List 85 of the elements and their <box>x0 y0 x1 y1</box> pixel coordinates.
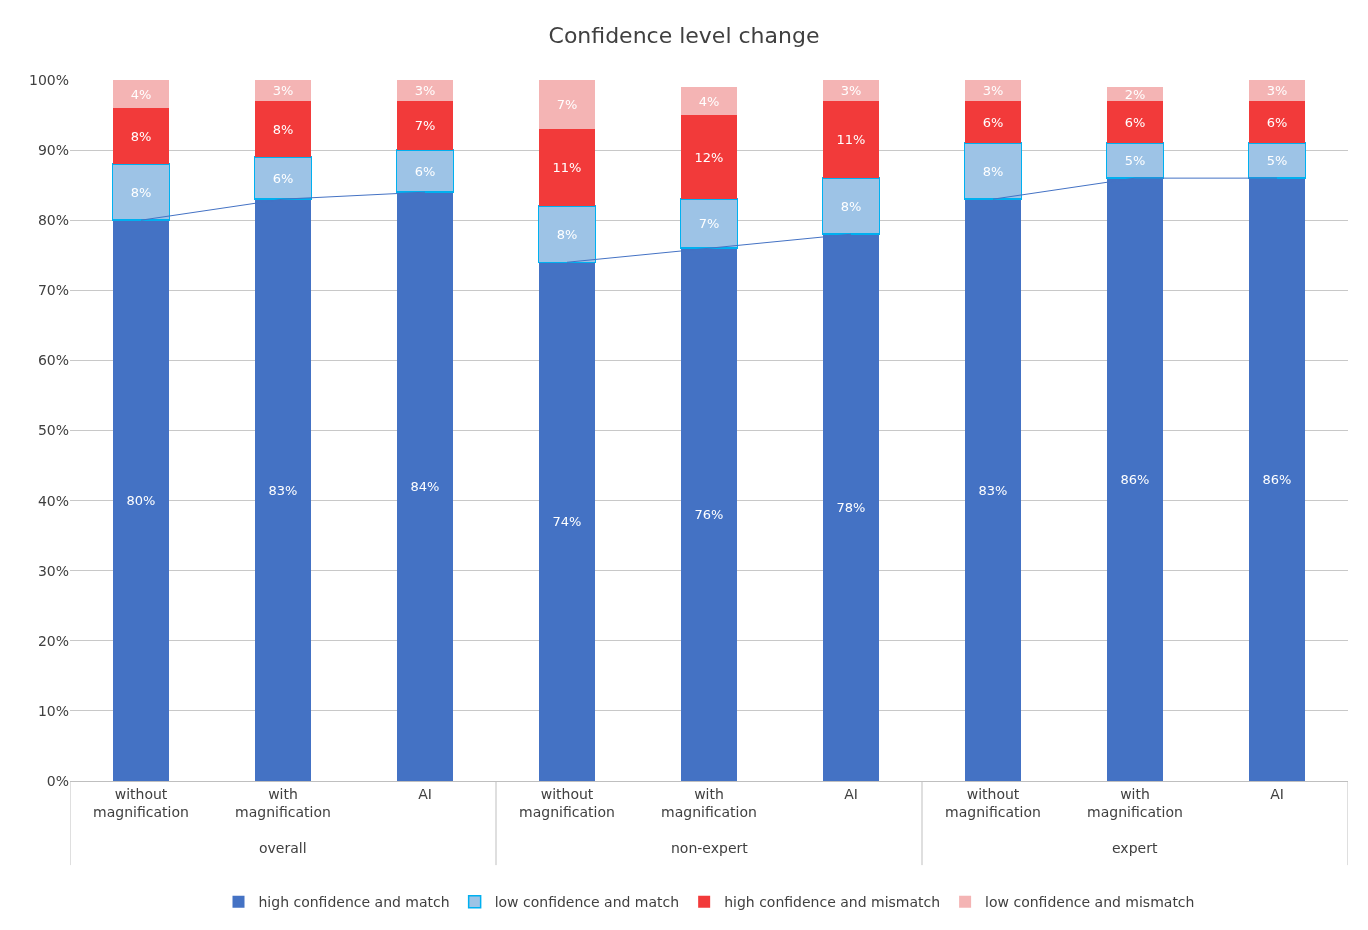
data-label: 3% <box>840 83 862 99</box>
bar <box>537 205 597 264</box>
data-label: 7% <box>698 216 720 232</box>
data-label: 83% <box>978 482 1008 498</box>
bar <box>253 156 313 200</box>
data-label: 8% <box>130 184 152 200</box>
x-tick-label: with magnification <box>235 785 331 820</box>
bar <box>964 101 1022 144</box>
legend-label: high confidence and mismatch <box>724 894 941 911</box>
bar <box>1248 101 1306 144</box>
bar <box>1105 142 1165 179</box>
data-label: 7% <box>414 118 436 134</box>
x-tick-label: without magnification <box>945 785 1041 820</box>
data-label: 6% <box>1124 114 1146 130</box>
data-label: 80% <box>126 493 156 509</box>
legend-label: low confidence and match <box>494 894 680 911</box>
data-label: 11% <box>836 132 866 148</box>
data-label: 8% <box>840 198 862 214</box>
y-tick-label: 70% <box>37 282 69 299</box>
data-label: 4% <box>698 93 720 109</box>
x-tick-label: with magnification <box>1087 785 1183 820</box>
bar <box>680 115 738 200</box>
data-label: 5% <box>1266 153 1288 169</box>
y-tick-label: 10% <box>37 702 69 719</box>
data-label: 3% <box>982 83 1004 99</box>
text: expert <box>1112 840 1158 856</box>
x-tick-label: without magnification <box>93 785 189 820</box>
chart-title: Confidence level change <box>548 23 820 49</box>
y-tick-label: 20% <box>37 632 69 649</box>
data-label: 86% <box>1120 472 1150 488</box>
text: non-expert <box>671 840 749 856</box>
x-tick-label: AI <box>1270 785 1284 802</box>
bar <box>395 149 455 193</box>
data-label: 3% <box>1266 83 1288 99</box>
bar <box>821 177 881 235</box>
text: overall <box>259 840 307 856</box>
data-label: 78% <box>836 500 866 516</box>
data-label: 12% <box>694 149 724 165</box>
bar <box>254 101 312 158</box>
bar <box>822 101 880 179</box>
y-tick-label: 60% <box>37 352 69 369</box>
data-label: 8% <box>556 226 578 242</box>
data-label: 3% <box>414 83 436 99</box>
data-label: 6% <box>414 163 436 179</box>
data-label: 8% <box>272 121 294 137</box>
data-label: 4% <box>130 86 152 102</box>
y-tick-label: 90% <box>37 142 69 158</box>
x-tick-label: AI <box>418 785 432 802</box>
data-label: 8% <box>130 128 152 144</box>
x-tick-label: AI <box>844 785 858 802</box>
legend-label: low confidence and mismatch <box>985 894 1195 911</box>
data-label: 5% <box>1124 153 1146 169</box>
bar <box>111 163 171 221</box>
data-label: 76% <box>694 507 724 523</box>
data-label: 86% <box>1262 472 1292 488</box>
y-tick-label: 40% <box>37 492 69 509</box>
y-tick-label: 30% <box>37 562 69 579</box>
data-label: 6% <box>1266 114 1288 130</box>
data-label: 3% <box>272 83 294 99</box>
data-label: 84% <box>410 479 440 495</box>
data-label: 74% <box>552 514 582 530</box>
bar <box>1247 142 1307 179</box>
x-tick-label: without magnification <box>519 785 615 820</box>
x-tick-label: with magnification <box>661 785 757 820</box>
data-label: 8% <box>982 163 1004 179</box>
data-label: 83% <box>268 482 298 498</box>
y-tick-label: 50% <box>37 422 69 439</box>
bar <box>679 198 739 249</box>
bar <box>112 80 170 109</box>
bar <box>538 80 596 130</box>
data-label: 7% <box>556 97 578 113</box>
data-label: 6% <box>272 170 294 186</box>
data-label: 11% <box>552 160 582 176</box>
data-label: 6% <box>982 114 1004 130</box>
y-tick-label: 0% <box>46 772 69 789</box>
y-tick-label: 80% <box>37 212 69 229</box>
bar <box>680 87 738 116</box>
bar <box>112 108 170 165</box>
bar <box>963 142 1023 200</box>
legend-label: high confidence and match <box>258 894 450 911</box>
y-tick-label: 100% <box>28 71 69 88</box>
data-label: 2% <box>1124 86 1146 102</box>
bar <box>396 101 454 151</box>
bar <box>538 129 596 207</box>
bar <box>1106 101 1164 144</box>
